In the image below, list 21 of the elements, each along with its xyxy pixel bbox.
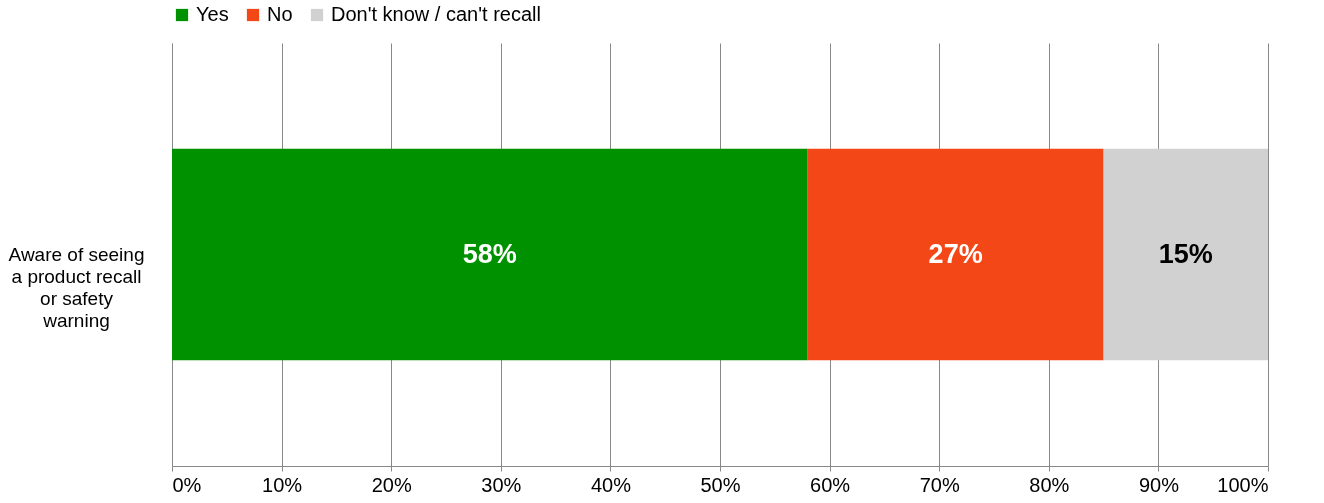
data-label: 15% — [1158, 238, 1213, 269]
x-tick-label: 70% — [919, 473, 960, 496]
x-tick-label: 100% — [1217, 473, 1269, 496]
x-tick-label: 0% — [172, 473, 202, 496]
bar — [807, 148, 1104, 361]
bar — [1103, 148, 1268, 361]
legend-label: Yes — [196, 3, 229, 25]
legend-label: No — [267, 3, 293, 25]
x-tick-label: 20% — [371, 473, 412, 496]
data-label: 58% — [462, 238, 517, 269]
x-tick-label: 90% — [1138, 473, 1180, 496]
x-tick-label: 60% — [810, 473, 851, 496]
x-tick-label: 50% — [700, 473, 741, 496]
x-tick-label: 10% — [262, 473, 303, 496]
y-tick-label: Aware of seeing a product recall or safety warning — [8, 243, 145, 331]
legend-label: Don't know / can't recall — [331, 3, 541, 25]
x-tick-label: 40% — [590, 473, 632, 496]
x-tick-label: 30% — [481, 473, 522, 496]
bar — [172, 148, 808, 361]
x-tick-label: 80% — [1029, 473, 1070, 496]
data-label: 27% — [928, 238, 983, 269]
